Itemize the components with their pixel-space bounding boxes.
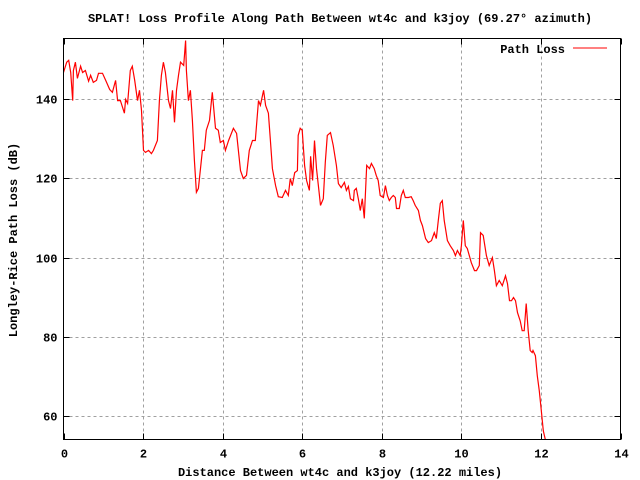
- y-tick-label: 60: [43, 411, 57, 425]
- x-tick-label: 2: [140, 448, 147, 462]
- x-tick-label: 6: [299, 448, 306, 462]
- x-tick-label: 14: [614, 448, 628, 462]
- legend: Path Loss: [500, 43, 607, 57]
- plot-frame: [63, 38, 621, 440]
- legend-label: Path Loss: [500, 43, 565, 57]
- path-loss-line: [62, 40, 546, 440]
- x-tick-label: 8: [379, 448, 386, 462]
- y-tick-label: 120: [36, 173, 58, 187]
- x-tick-label: 12: [534, 448, 548, 462]
- y-tick-label: 80: [43, 332, 57, 346]
- x-tick-label: 10: [454, 448, 468, 462]
- x-axis-label: Distance Between wt4c and k3joy (12.22 m…: [178, 466, 502, 480]
- ticks: 0 2 4 6 8 10 12 14 60 80 100 120 140: [36, 38, 629, 462]
- y-axis-label: Longley-Rice Path Loss (dB): [7, 143, 21, 337]
- x-tick-label: 0: [61, 448, 68, 462]
- y-tick-label: 140: [36, 94, 58, 108]
- series: [62, 40, 546, 440]
- x-tick-label: 4: [220, 448, 227, 462]
- y-tick-label: 100: [36, 253, 58, 267]
- chart-title: SPLAT! Loss Profile Along Path Between w…: [88, 12, 592, 26]
